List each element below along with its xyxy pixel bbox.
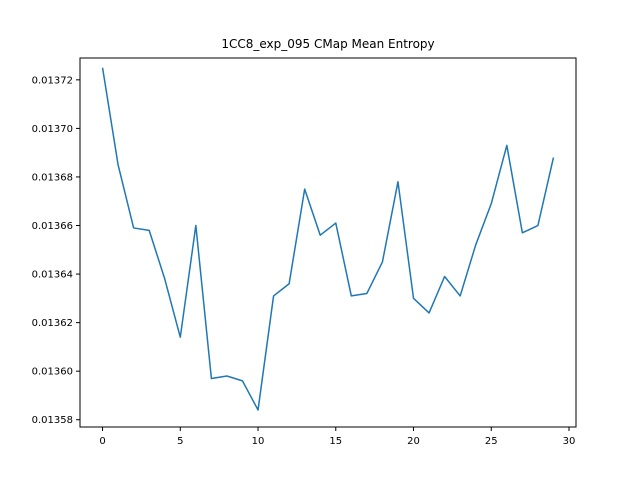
x-tick-label: 25 — [485, 436, 498, 447]
x-axis: 0 5 10 15 20 25 30 — [99, 427, 575, 447]
y-tick-label: 0.01366 — [32, 221, 73, 232]
y-tick-label: 0.01360 — [32, 367, 73, 378]
x-tick-label: 10 — [252, 436, 265, 447]
plot-area — [101, 67, 555, 411]
y-tick-label: 0.01370 — [32, 124, 73, 135]
y-tick-label: 0.01362 — [32, 318, 73, 329]
series-line-0 — [101, 67, 555, 411]
y-axis: 0.01358 0.01360 0.01362 0.01364 0.01366 0.013… — [32, 75, 80, 426]
y-tick-label: 0.01358 — [32, 415, 73, 426]
x-tick-label: 15 — [329, 436, 342, 447]
x-tick-label: 0 — [99, 436, 105, 447]
chart-title: 1CC8_exp_095 CMap Mean Entropy — [221, 37, 434, 51]
y-tick-label: 0.01364 — [32, 270, 73, 281]
x-tick-label: 20 — [407, 436, 420, 447]
y-tick-label: 0.01368 — [32, 172, 73, 183]
plot-frame — [79, 57, 577, 428]
x-tick-label: 5 — [177, 436, 183, 447]
y-tick-label: 0.01372 — [32, 75, 73, 86]
x-tick-label: 30 — [563, 436, 576, 447]
